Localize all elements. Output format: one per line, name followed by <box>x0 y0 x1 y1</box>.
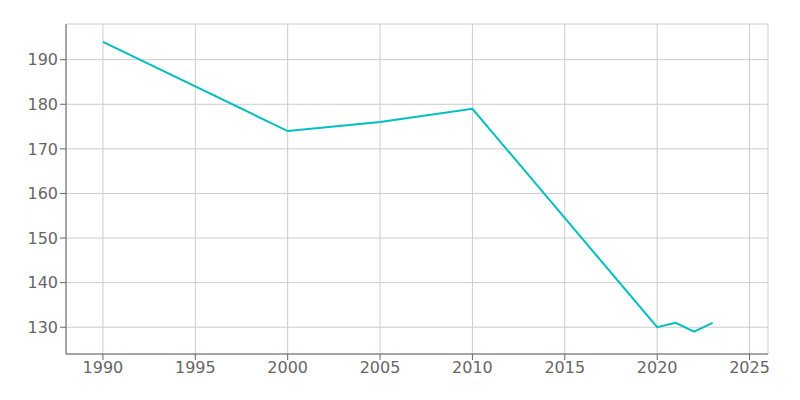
svg-text:2025: 2025 <box>729 358 770 377</box>
svg-text:150: 150 <box>27 229 58 248</box>
svg-text:170: 170 <box>27 140 58 159</box>
svg-text:2000: 2000 <box>267 358 308 377</box>
svg-text:1995: 1995 <box>175 358 216 377</box>
svg-text:190: 190 <box>27 50 58 69</box>
svg-text:2015: 2015 <box>544 358 585 377</box>
svg-text:160: 160 <box>27 184 58 203</box>
svg-text:2010: 2010 <box>452 358 493 377</box>
svg-text:130: 130 <box>27 318 58 337</box>
svg-text:140: 140 <box>27 273 58 292</box>
svg-text:2005: 2005 <box>360 358 401 377</box>
svg-text:1990: 1990 <box>83 358 124 377</box>
svg-text:180: 180 <box>27 95 58 114</box>
svg-text:2020: 2020 <box>637 358 678 377</box>
